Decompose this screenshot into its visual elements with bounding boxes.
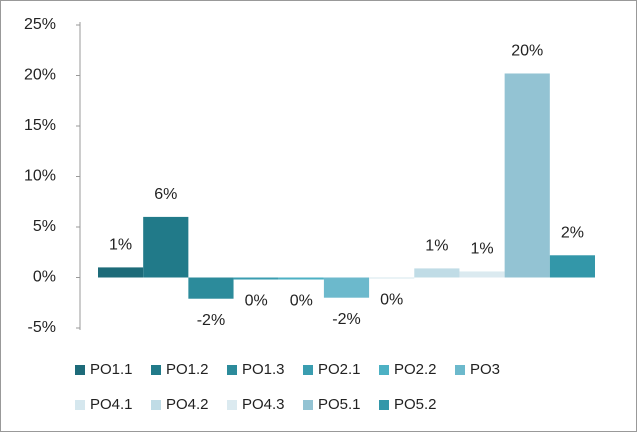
legend-swatch [303,365,313,375]
data-label: 0% [380,292,403,309]
data-label: 6% [154,186,177,203]
legend-swatch [379,365,389,375]
y-tick-label: 15% [24,117,56,134]
data-label: 2% [561,224,584,241]
legend-swatch [151,365,161,375]
legend-label: PO5.1 [318,396,361,413]
y-tick-label: 25% [24,16,56,33]
data-label: 1% [109,237,132,254]
bar [278,277,324,280]
legend-label: PO4.2 [166,396,209,413]
bar [233,277,279,280]
data-label: 1% [470,241,493,258]
legend-label: PO4.3 [242,396,285,413]
bar [188,277,234,299]
bar [459,271,505,278]
legend-swatch [303,400,313,410]
bar [414,268,460,278]
y-tick-label: 10% [24,168,56,185]
legend-swatch [227,400,237,410]
legend-label: PO4.1 [90,396,133,413]
legend-swatch [227,365,237,375]
bar [143,216,189,278]
data-label: 1% [425,238,448,255]
legend-label: PO2.1 [318,361,361,378]
data-label: 20% [511,43,543,60]
legend-label: PO5.2 [394,396,437,413]
data-label: -2% [197,312,225,329]
y-tick-label: 20% [24,67,56,84]
bar [323,277,370,298]
y-tick-label: 0% [33,269,56,286]
bar [504,73,550,278]
y-tick-label: -5% [28,319,56,336]
data-label: -2% [332,311,360,328]
legend-label: PO1.1 [90,361,133,378]
data-label: 0% [290,293,313,310]
legend-swatch [75,400,85,410]
bar [98,267,144,278]
bar [549,255,595,278]
legend-swatch [75,365,85,375]
legend-swatch [455,365,465,375]
legend-swatch [151,400,161,410]
data-label: 0% [245,293,268,310]
legend-label: PO1.3 [242,361,285,378]
bar [369,277,415,279]
y-tick-label: 5% [33,218,56,235]
legend-swatch [379,400,389,410]
legend-label: PO3 [470,361,500,378]
legend-label: PO2.2 [394,361,437,378]
legend-label: PO1.2 [166,361,209,378]
